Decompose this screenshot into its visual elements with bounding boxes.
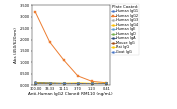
Human IgG4 (105, 83, 107, 84)
Human IgE (91, 83, 93, 84)
Line: Goat IgG: Goat IgG (35, 82, 107, 84)
Rat IgG (105, 82, 107, 84)
Human IgE (105, 83, 107, 84)
Human IgA (91, 83, 93, 84)
Human IgG3 (63, 83, 65, 84)
Human IgG1 (105, 83, 107, 84)
Human IgG1 (34, 83, 36, 84)
Y-axis label: Abs (450/620nm): Abs (450/620nm) (14, 27, 18, 63)
Human IgG3 (34, 82, 36, 83)
Line: Human IgG1: Human IgG1 (35, 82, 107, 84)
Human IgD (48, 83, 51, 84)
Goat IgG (91, 83, 93, 84)
Line: Mouse IgG: Mouse IgG (35, 82, 107, 84)
Human IgA (105, 83, 107, 84)
Human IgE (48, 83, 51, 84)
Human IgG2 (34, 12, 36, 13)
Human IgA (48, 82, 51, 84)
Human IgG2 (63, 59, 65, 61)
Human IgD (63, 83, 65, 84)
Goat IgG (77, 83, 79, 84)
Human IgD (105, 83, 107, 84)
Human IgG3 (105, 83, 107, 84)
Human IgG4 (63, 83, 65, 84)
Human IgG2 (105, 82, 107, 83)
Human IgG3 (91, 83, 93, 84)
Mouse IgG (77, 83, 79, 84)
Line: Rat IgG: Rat IgG (35, 82, 107, 84)
Human IgG1 (91, 83, 93, 84)
Human IgE (77, 83, 79, 84)
Human IgG2 (91, 81, 93, 82)
Line: Human IgD: Human IgD (35, 82, 107, 84)
Line: Human IgG4: Human IgG4 (35, 83, 107, 84)
Human IgG4 (34, 83, 36, 84)
Human IgG3 (48, 83, 51, 84)
Human IgA (63, 83, 65, 84)
Mouse IgG (48, 83, 51, 84)
Human IgG2 (48, 41, 51, 43)
Human IgA (34, 82, 36, 83)
Human IgG1 (77, 83, 79, 84)
Goat IgG (63, 83, 65, 84)
Line: Human IgG2: Human IgG2 (34, 11, 107, 84)
Rat IgG (77, 82, 79, 83)
Human IgG1 (48, 83, 51, 84)
Mouse IgG (34, 83, 36, 84)
Rat IgG (48, 82, 51, 84)
X-axis label: Anti-Human IgG2 Clone# RM110 (ng/mL): Anti-Human IgG2 Clone# RM110 (ng/mL) (28, 93, 113, 96)
Line: Human IgA: Human IgA (35, 81, 107, 84)
Human IgD (34, 83, 36, 84)
Line: Human IgE: Human IgE (35, 82, 107, 84)
Human IgA (77, 83, 79, 84)
Human IgG4 (77, 83, 79, 84)
Goat IgG (105, 83, 107, 84)
Rat IgG (91, 83, 93, 84)
Human IgE (63, 83, 65, 84)
Human IgE (34, 82, 36, 84)
Goat IgG (48, 83, 51, 84)
Goat IgG (34, 83, 36, 84)
Rat IgG (34, 82, 36, 83)
Human IgG4 (91, 83, 93, 84)
Human IgD (91, 83, 93, 84)
Human IgD (77, 83, 79, 84)
Human IgG2 (77, 75, 79, 77)
Legend: Human IgG1, Human IgG2, Human IgG3, Human IgG4, Human IgE, Human IgD, Human IgA,: Human IgG1, Human IgG2, Human IgG3, Huma… (110, 4, 139, 55)
Line: Human IgG3: Human IgG3 (35, 82, 107, 84)
Mouse IgG (91, 83, 93, 84)
Human IgG4 (48, 83, 51, 84)
Mouse IgG (105, 83, 107, 84)
Rat IgG (63, 83, 65, 84)
Human IgG1 (63, 83, 65, 84)
Mouse IgG (63, 83, 65, 84)
Human IgG3 (77, 83, 79, 84)
